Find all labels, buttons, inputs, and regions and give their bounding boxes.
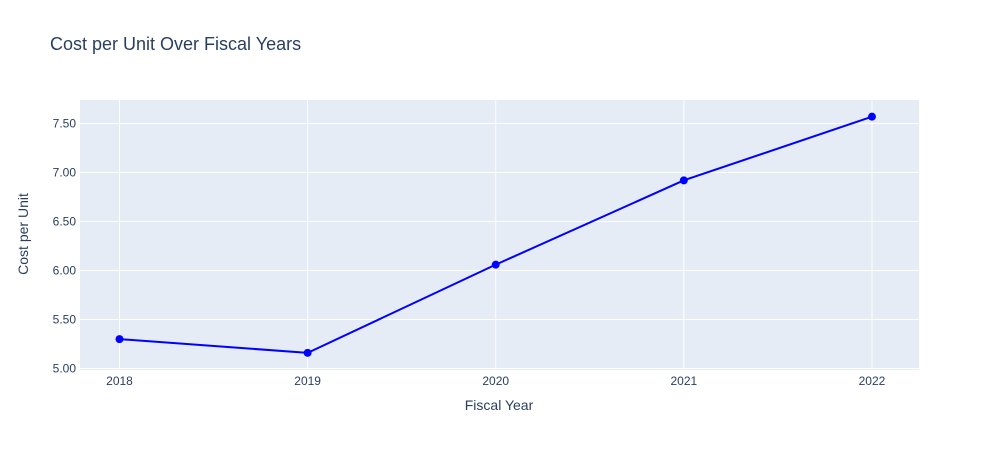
data-point bbox=[115, 335, 124, 344]
y-tick-label: 7.50 bbox=[53, 117, 77, 131]
plot-area bbox=[80, 100, 919, 370]
x-axis-title: Fiscal Year bbox=[465, 397, 534, 413]
grid bbox=[80, 100, 919, 370]
data-point bbox=[867, 112, 876, 121]
data-point bbox=[679, 176, 688, 185]
data-point bbox=[303, 348, 312, 357]
x-tick-label: 2018 bbox=[106, 374, 133, 388]
y-tick-label: 5.00 bbox=[53, 362, 77, 376]
series bbox=[115, 112, 876, 357]
data-point bbox=[491, 260, 500, 269]
ticks: 2018 2019 2020 2021 2022 5.00 5.50 6.00 6.50 7.00… bbox=[53, 117, 886, 388]
y-tick-label: 5.50 bbox=[53, 313, 77, 327]
x-tick-label: 2021 bbox=[671, 374, 698, 388]
y-tick-label: 6.50 bbox=[53, 215, 77, 229]
y-tick-label: 6.00 bbox=[53, 264, 77, 278]
y-tick-label: 7.00 bbox=[53, 166, 77, 180]
x-tick-label: 2019 bbox=[294, 374, 321, 388]
x-tick-label: 2022 bbox=[859, 374, 886, 388]
x-tick-label: 2020 bbox=[482, 374, 509, 388]
y-axis-title: Cost per Unit bbox=[15, 193, 31, 275]
chart-title: Cost per Unit Over Fiscal Years bbox=[50, 34, 301, 54]
